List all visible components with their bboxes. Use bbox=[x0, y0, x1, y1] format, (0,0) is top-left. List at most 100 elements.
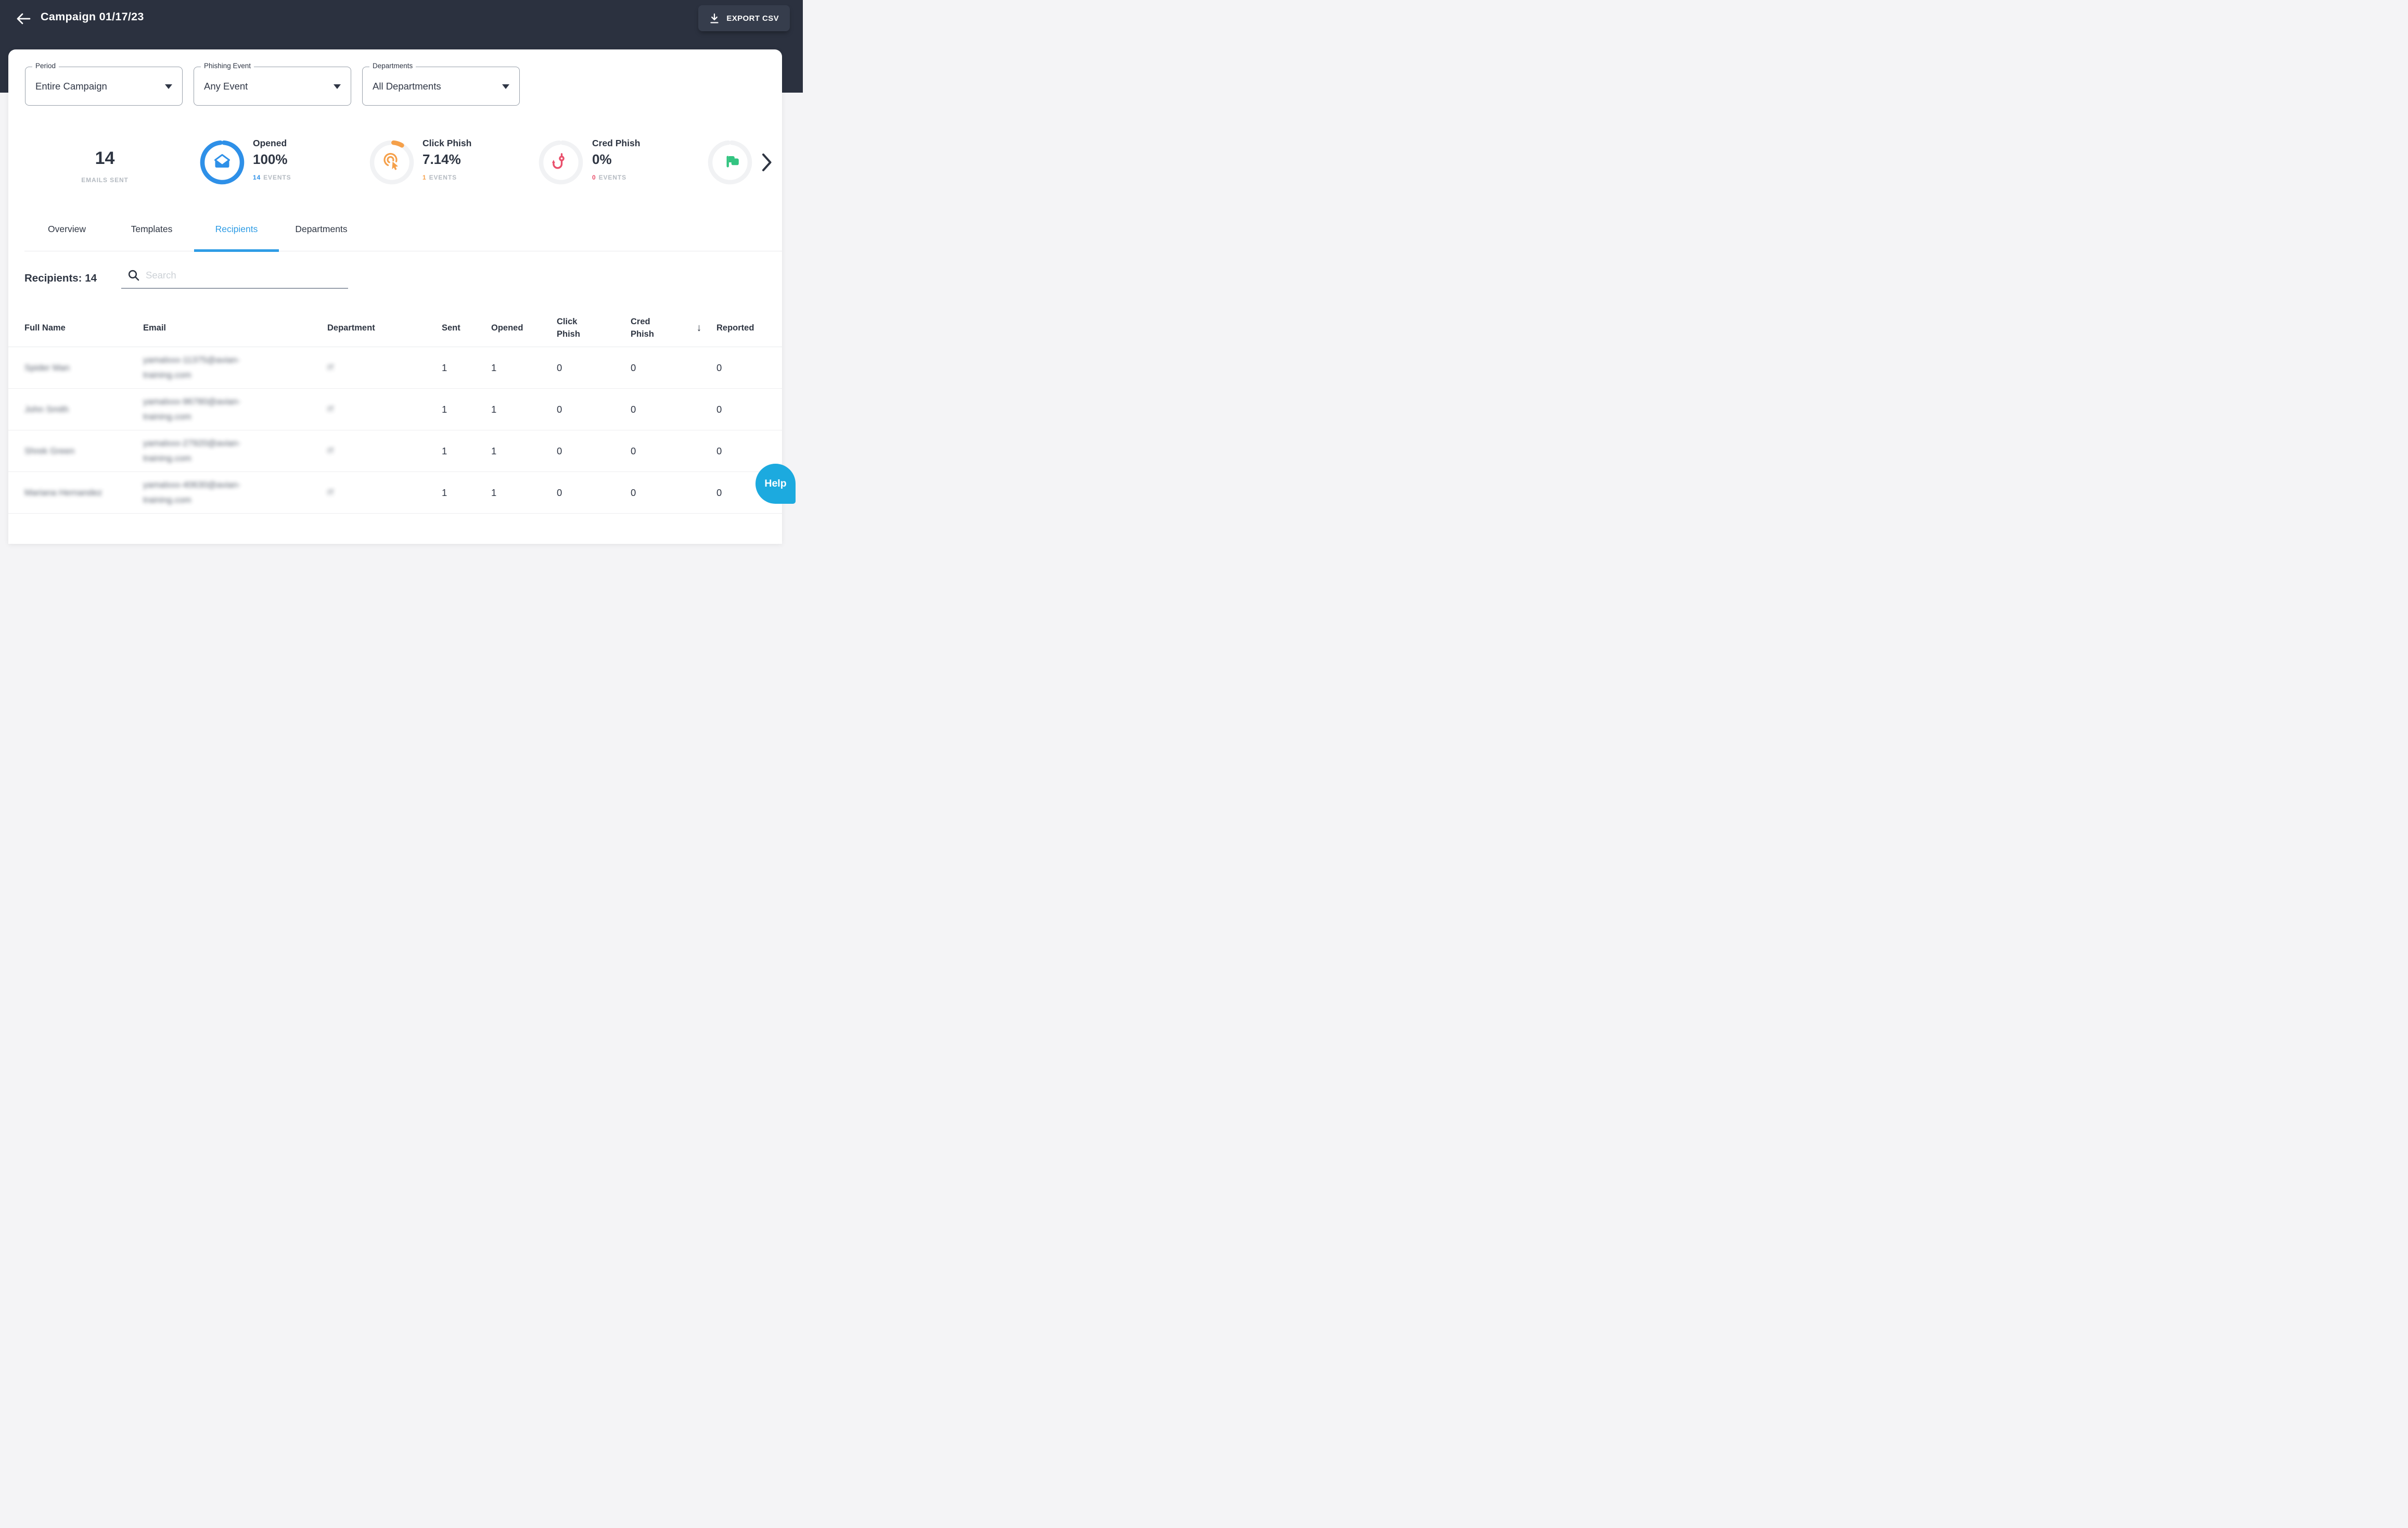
period-select-value: Entire Campaign bbox=[35, 80, 107, 92]
stat-opened-events: 14 EVENTS bbox=[253, 174, 291, 181]
click-cursor-icon bbox=[383, 152, 401, 173]
cell-full-name: Spider Man bbox=[24, 362, 70, 373]
export-csv-label: EXPORT CSV bbox=[726, 14, 779, 23]
cell-reported: 0 bbox=[716, 362, 722, 373]
tab-overview[interactable]: Overview bbox=[48, 224, 86, 234]
cell-full-name: Shrek Green bbox=[24, 445, 75, 456]
export-csv-button[interactable]: EXPORT CSV bbox=[698, 5, 790, 31]
arrow-left-icon bbox=[17, 13, 31, 24]
col-click-phish: Click Phish bbox=[557, 317, 580, 339]
search-input[interactable] bbox=[146, 270, 348, 281]
cell-email: yamalxxx-96780@avian-training.com bbox=[143, 396, 241, 422]
departments-select-value: All Departments bbox=[373, 80, 441, 92]
page-title: Campaign 01/17/23 bbox=[41, 10, 144, 23]
cell-cred-phish: 0 bbox=[631, 403, 636, 415]
download-icon bbox=[710, 13, 719, 23]
chevron-down-icon bbox=[502, 84, 509, 89]
tab-templates[interactable]: Templates bbox=[131, 224, 173, 234]
fishhook-icon bbox=[552, 152, 570, 173]
stat-cred-phish-percent: 0% bbox=[592, 151, 612, 167]
cell-department: IT bbox=[327, 363, 335, 372]
departments-select-label: Departments bbox=[369, 62, 416, 70]
click-phish-ring bbox=[369, 139, 415, 185]
phishing-event-select-value: Any Event bbox=[204, 80, 248, 92]
cell-click-phish: 0 bbox=[557, 403, 562, 415]
cell-sent: 1 bbox=[442, 445, 447, 456]
opened-ring bbox=[199, 139, 245, 185]
table-row[interactable]: Mariana Hernandez yamalxxx-40630@avian-t… bbox=[8, 472, 782, 514]
chevron-right-icon bbox=[762, 154, 772, 171]
phishing-event-select-label: Phishing Event bbox=[201, 62, 254, 70]
cell-cred-phish: 0 bbox=[631, 445, 636, 456]
filter-bar: Period Entire Campaign Phishing Event An… bbox=[25, 62, 520, 106]
col-reported: Reported bbox=[716, 323, 754, 333]
stat-emails-sent: 14 EMAILS SENT bbox=[62, 148, 148, 184]
stat-opened-percent: 100% bbox=[253, 151, 288, 167]
cell-click-phish: 0 bbox=[557, 445, 562, 456]
tab-recipients[interactable]: Recipients bbox=[194, 217, 279, 252]
search-box bbox=[121, 263, 348, 289]
search-icon bbox=[128, 270, 139, 281]
cred-phish-ring bbox=[538, 139, 584, 185]
emails-sent-label: EMAILS SENT bbox=[81, 176, 129, 184]
col-department: Department bbox=[327, 323, 375, 333]
cell-full-name: John Smith bbox=[24, 404, 69, 414]
period-select[interactable]: Period Entire Campaign bbox=[25, 62, 183, 106]
cell-cred-phish: 0 bbox=[631, 362, 636, 373]
table-row[interactable]: Spider Man yamalxxx-11375@avian-training… bbox=[8, 347, 782, 389]
cell-email: yamalxxx-40630@avian-training.com bbox=[143, 479, 241, 505]
table-header: Full Name Email Department Sent Opened C… bbox=[8, 310, 782, 347]
cell-sent: 1 bbox=[442, 487, 447, 498]
cell-full-name: Mariana Hernandez bbox=[24, 487, 103, 498]
cell-click-phish: 0 bbox=[557, 362, 562, 373]
cell-reported: 0 bbox=[716, 487, 722, 498]
col-sent: Sent bbox=[442, 323, 460, 333]
flag-icon bbox=[721, 152, 739, 173]
stat-click-phish: Click Phish 7.14% 1 EVENTS bbox=[422, 138, 511, 181]
back-button[interactable] bbox=[16, 12, 31, 26]
chevron-down-icon bbox=[334, 84, 341, 89]
stat-click-phish-percent: 7.14% bbox=[422, 151, 461, 167]
col-full-name: Full Name bbox=[24, 323, 66, 333]
departments-select[interactable]: Departments All Departments bbox=[362, 62, 520, 106]
phishing-event-select[interactable]: Phishing Event Any Event bbox=[194, 62, 351, 106]
col-opened: Opened bbox=[491, 323, 523, 333]
sort-descending-icon[interactable]: ↓ bbox=[696, 322, 702, 334]
stat-cred-phish-label: Cred Phish bbox=[592, 138, 641, 148]
cell-opened: 1 bbox=[491, 445, 497, 456]
cell-department: IT bbox=[327, 488, 335, 497]
cell-opened: 1 bbox=[491, 403, 497, 415]
cell-cred-phish: 0 bbox=[631, 487, 636, 498]
cell-sent: 1 bbox=[442, 403, 447, 415]
stats-next-button[interactable] bbox=[761, 152, 773, 173]
tab-bar: Overview Templates Recipients Department… bbox=[24, 217, 782, 252]
cell-click-phish: 0 bbox=[557, 487, 562, 498]
cell-email: yamalxxx-27920@avian-training.com bbox=[143, 438, 241, 463]
help-button[interactable]: Help bbox=[755, 464, 796, 504]
table-body: Spider Man yamalxxx-11375@avian-training… bbox=[8, 347, 782, 514]
table-row[interactable]: John Smith yamalxxx-96780@avian-training… bbox=[8, 389, 782, 430]
cell-email: yamalxxx-11375@avian-training.com bbox=[143, 354, 240, 380]
cell-department: IT bbox=[327, 405, 335, 414]
campaign-detail-card: Period Entire Campaign Phishing Event An… bbox=[8, 49, 782, 544]
recipients-count: Recipients: 14 bbox=[24, 272, 97, 284]
col-cred-phish: Cred Phish bbox=[631, 317, 654, 339]
cell-sent: 1 bbox=[442, 362, 447, 373]
col-email: Email bbox=[143, 323, 166, 333]
tab-departments[interactable]: Departments bbox=[295, 224, 348, 234]
stat-cred-phish: Cred Phish 0% 0 EVENTS bbox=[592, 138, 681, 181]
reported-ring bbox=[707, 139, 753, 185]
table-row[interactable]: Shrek Green yamalxxx-27920@avian-trainin… bbox=[8, 430, 782, 472]
period-select-label: Period bbox=[32, 62, 59, 70]
cell-opened: 1 bbox=[491, 362, 497, 373]
stat-click-phish-label: Click Phish bbox=[422, 138, 472, 148]
stat-opened-label: Opened bbox=[253, 138, 287, 148]
chevron-down-icon bbox=[165, 84, 172, 89]
stat-opened: Opened 100% 14 EVENTS bbox=[253, 138, 341, 181]
cell-reported: 0 bbox=[716, 445, 722, 456]
cell-reported: 0 bbox=[716, 403, 722, 415]
open-envelope-icon bbox=[213, 152, 231, 173]
stat-click-phish-events: 1 EVENTS bbox=[422, 174, 457, 181]
cell-opened: 1 bbox=[491, 487, 497, 498]
emails-sent-value: 14 bbox=[95, 148, 115, 168]
